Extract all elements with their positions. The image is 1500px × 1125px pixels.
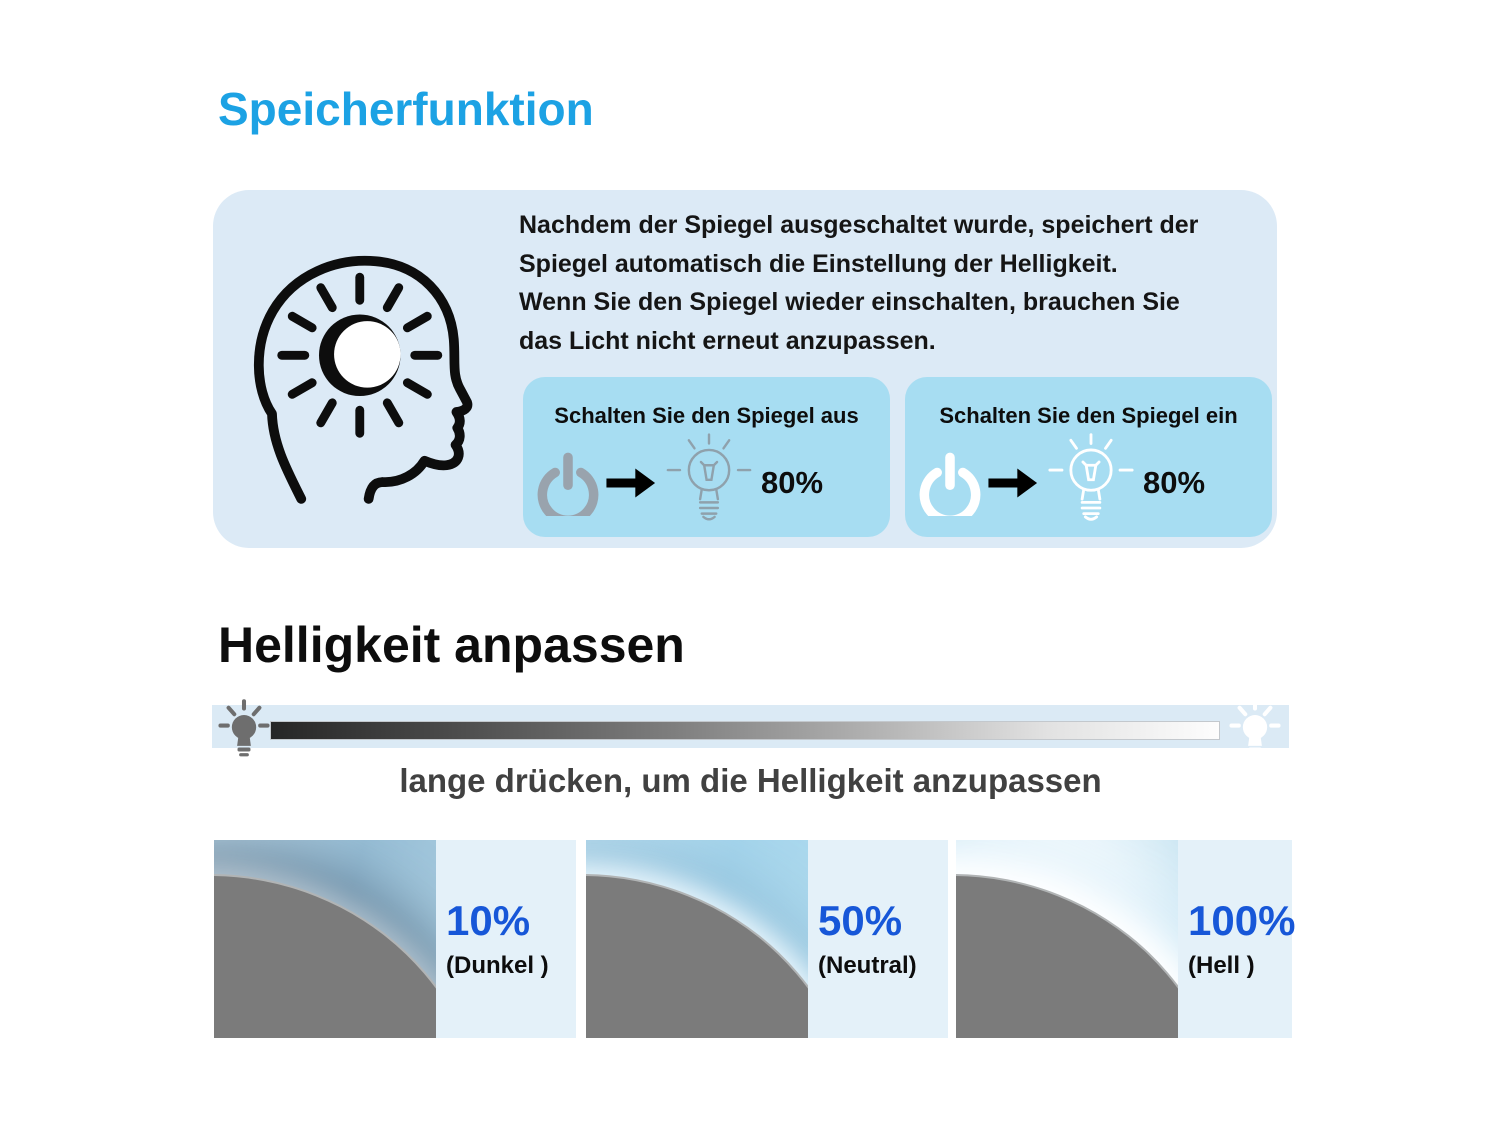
level-name: (Hell ) [1188,952,1255,979]
description-line: Wenn Sie den Spiegel wieder einschalten,… [519,288,1180,316]
mirror-shape [586,873,808,1038]
step-switch-on: Schalten Sie den Spiegel ein [905,377,1272,537]
bulb-dim-icon [218,699,270,757]
mirror-photo-neutral [586,840,808,1038]
arrow-right-icon [606,468,656,498]
page-title: Speicherfunktion [218,83,594,135]
power-icon [919,452,981,516]
head-profile-sun-moon-icon [254,255,473,504]
brightness-gradient-bar[interactable] [270,721,1220,740]
level-label-dark: 10% (Dunkel ) [436,840,576,1038]
level-percent: 100% [1188,897,1296,944]
step-row: 80% [523,431,890,535]
bulb-on-icon [1048,433,1134,521]
memory-function-card: Nachdem der Spiegel ausgeschaltet wurde,… [213,190,1277,548]
memory-description: Nachdem der Spiegel ausgeschaltet wurde,… [519,206,1259,360]
arrow-right-icon [988,468,1038,498]
bulb-off-icon [666,433,752,521]
step-switch-off: Schalten Sie den Spiegel aus [523,377,890,537]
memory-steps: Schalten Sie den Spiegel aus [523,377,1272,537]
step-title: Schalten Sie den Spiegel ein [939,403,1238,428]
brightness-slider[interactable] [212,699,1289,757]
level-name: (Dunkel ) [446,952,549,979]
section-title-brightness: Helligkeit anpassen [218,617,685,673]
power-icon [537,452,599,516]
mirror-photo-dark [214,840,436,1038]
description-line: Nachdem der Spiegel ausgeschaltet wurde,… [519,211,1199,239]
mirror-shape [214,873,436,1038]
level-label-neutral: 50% (Neutral) [808,840,948,1038]
brightness-levels: 10% (Dunkel ) 50% (Neutral) 100% (Hell ) [214,840,1296,1038]
bulb-bright-icon [1229,699,1281,757]
description-line: das Licht nicht erneut anzupassen. [519,326,936,355]
step-row: 80% [905,431,1272,535]
mirror-shape [956,873,1178,1038]
long-press-hint: lange drücken, um die Helligkeit anzupas… [399,762,1102,799]
brightness-value: 80% [761,465,824,500]
level-percent: 10% [446,897,531,944]
level-label-bright: 100% (Hell ) [1178,840,1296,1038]
brightness-value: 80% [1143,465,1206,500]
level-percent: 50% [818,897,903,944]
mirror-photo-bright [956,840,1178,1038]
level-name: (Neutral) [818,952,917,979]
step-title: Schalten Sie den Spiegel aus [554,403,859,428]
description-line: Spiegel automatisch die Einstellung der … [519,249,1118,278]
